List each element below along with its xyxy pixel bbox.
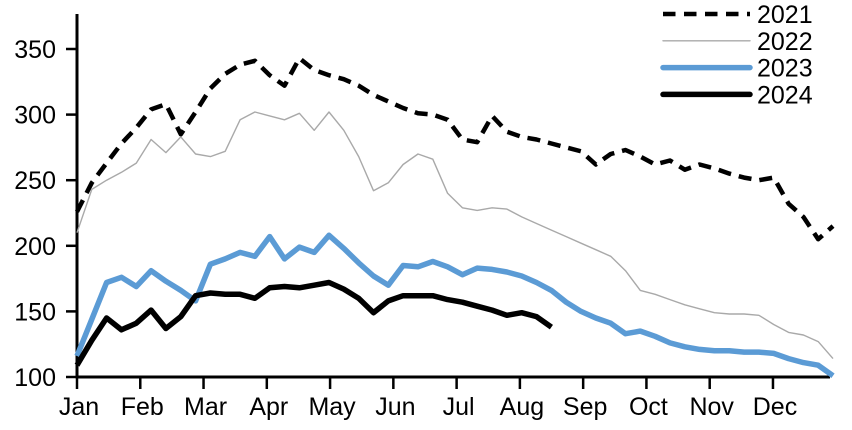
legend-label-2023: 2023 (757, 55, 813, 83)
x-tick-label: Jul (443, 393, 475, 421)
x-tick-label: Nov (689, 393, 734, 421)
legend-label-2022: 2022 (757, 28, 813, 56)
x-tick-label: Mar (184, 393, 227, 421)
x-tick-label: Jan (59, 393, 99, 421)
x-tick-label: Apr (249, 393, 288, 421)
series-line-2022 (76, 111, 834, 360)
x-tick-label: Jun (375, 393, 415, 421)
series-line-2023 (74, 232, 835, 378)
series-line-2024 (74, 279, 553, 367)
x-tick-label: Dec (753, 393, 797, 421)
legend-item-2024: 2024 (660, 81, 813, 109)
y-tick-label: 100 (14, 364, 56, 392)
x-tick-label: Feb (121, 393, 164, 421)
series-line-2021 (74, 55, 835, 242)
axes: 100 150 200 250 300 350 Jan Feb Mar Apr May Jun Jul A… (14, 14, 830, 421)
y-tick-label: 250 (14, 167, 56, 195)
y-tick-label: 300 (14, 102, 56, 130)
x-tick-label: Oct (629, 393, 668, 421)
legend-label-2021: 2021 (757, 1, 813, 29)
legend-item-2022: 2022 (662, 28, 813, 56)
x-tick-label: Sep (563, 393, 607, 421)
legend-label-2024: 2024 (757, 81, 813, 109)
y-tick-label: 150 (14, 298, 56, 326)
y-tick-label: 200 (14, 233, 56, 261)
legend-item-2023: 2023 (660, 55, 813, 83)
y-tick-label: 350 (14, 36, 56, 64)
x-tick-label: Aug (500, 393, 544, 421)
legend-item-2021: 2021 (663, 1, 813, 29)
x-tick-label: May (308, 393, 356, 421)
